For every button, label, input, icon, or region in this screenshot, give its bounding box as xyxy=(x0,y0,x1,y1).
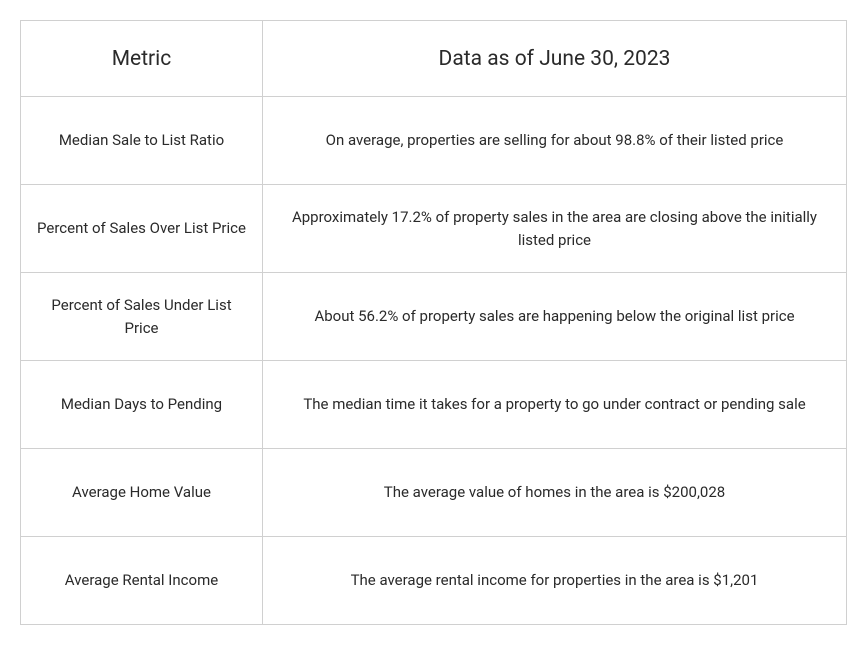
table-row: Average Home Value The average value of … xyxy=(21,449,847,537)
table-row: Median Days to Pending The median time i… xyxy=(21,361,847,449)
metric-cell: Median Days to Pending xyxy=(21,361,263,449)
table-header-row: Metric Data as of June 30, 2023 xyxy=(21,21,847,97)
table-row: Average Rental Income The average rental… xyxy=(21,537,847,625)
data-cell: On average, properties are selling for a… xyxy=(263,97,847,185)
table-row: Percent of Sales Under List Price About … xyxy=(21,273,847,361)
metric-cell: Median Sale to List Ratio xyxy=(21,97,263,185)
metric-cell: Percent of Sales Over List Price xyxy=(21,185,263,273)
data-cell: About 56.2% of property sales are happen… xyxy=(263,273,847,361)
metrics-table: Metric Data as of June 30, 2023 Median S… xyxy=(20,20,847,625)
data-cell: The average rental income for properties… xyxy=(263,537,847,625)
metric-cell: Average Home Value xyxy=(21,449,263,537)
metric-cell: Percent of Sales Under List Price xyxy=(21,273,263,361)
data-cell: The median time it takes for a property … xyxy=(263,361,847,449)
column-header-metric: Metric xyxy=(21,21,263,97)
data-cell: The average value of homes in the area i… xyxy=(263,449,847,537)
table-row: Median Sale to List Ratio On average, pr… xyxy=(21,97,847,185)
metric-cell: Average Rental Income xyxy=(21,537,263,625)
data-cell: Approximately 17.2% of property sales in… xyxy=(263,185,847,273)
table-row: Percent of Sales Over List Price Approxi… xyxy=(21,185,847,273)
column-header-data: Data as of June 30, 2023 xyxy=(263,21,847,97)
